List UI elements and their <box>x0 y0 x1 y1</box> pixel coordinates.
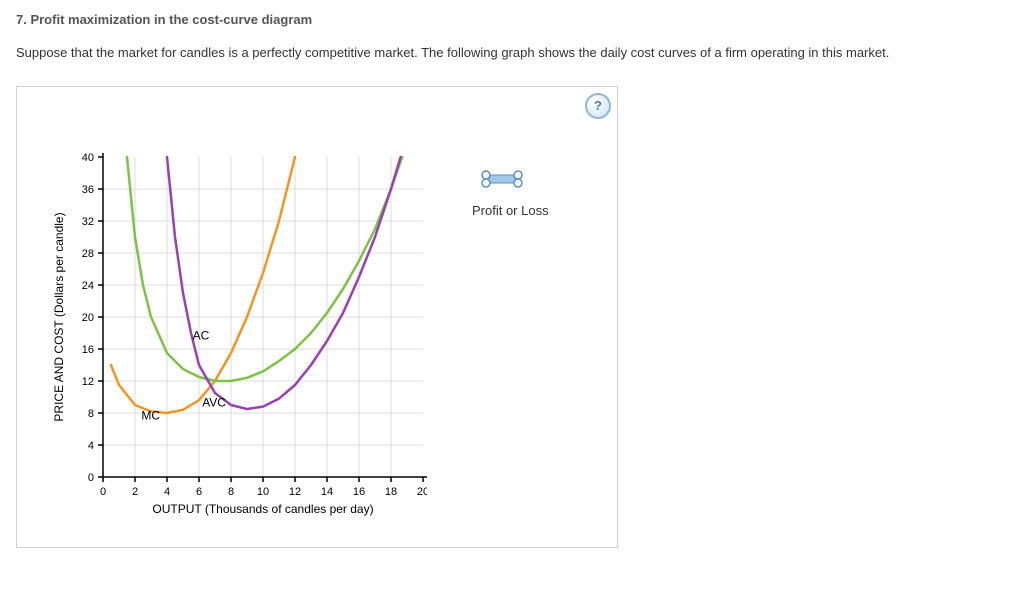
svg-text:2: 2 <box>132 486 138 498</box>
svg-text:14: 14 <box>321 486 333 498</box>
svg-text:4: 4 <box>88 440 94 452</box>
svg-text:20: 20 <box>82 312 94 324</box>
question-heading: 7. Profit maximization in the cost-curve… <box>16 12 1008 27</box>
svg-text:6: 6 <box>196 486 202 498</box>
help-icon[interactable]: ? <box>585 93 611 119</box>
svg-text:16: 16 <box>82 344 94 356</box>
profit-loss-rect-handle[interactable] <box>472 167 549 191</box>
svg-text:AC: AC <box>193 328 210 342</box>
legend: Profit or Loss <box>472 167 549 218</box>
cost-curve-chart: 024681012141618200481216202428323640OUTP… <box>47 147 427 527</box>
svg-text:36: 36 <box>82 184 94 196</box>
svg-text:28: 28 <box>82 248 94 260</box>
graph-panel: ? 024681012141618200481216202428323640OU… <box>16 86 618 548</box>
svg-text:32: 32 <box>82 216 94 228</box>
svg-text:4: 4 <box>164 486 170 498</box>
legend-label: Profit or Loss <box>472 203 549 218</box>
svg-text:10: 10 <box>257 486 269 498</box>
svg-text:40: 40 <box>82 152 94 164</box>
svg-text:8: 8 <box>88 408 94 420</box>
svg-text:16: 16 <box>353 486 365 498</box>
question-prompt: Suppose that the market for candles is a… <box>16 41 1008 66</box>
svg-text:12: 12 <box>82 376 94 388</box>
svg-text:20: 20 <box>417 486 427 498</box>
svg-text:0: 0 <box>88 472 94 484</box>
svg-text:OUTPUT (Thousands of candles p: OUTPUT (Thousands of candles per day) <box>152 502 373 516</box>
svg-text:8: 8 <box>228 486 234 498</box>
svg-text:0: 0 <box>100 486 106 498</box>
svg-text:12: 12 <box>289 486 301 498</box>
svg-text:AVC: AVC <box>202 395 226 409</box>
svg-text:24: 24 <box>82 280 94 292</box>
svg-text:MC: MC <box>141 408 160 422</box>
svg-text:18: 18 <box>385 486 397 498</box>
svg-text:PRICE AND COST (Dollars per ca: PRICE AND COST (Dollars per candle) <box>52 212 66 421</box>
